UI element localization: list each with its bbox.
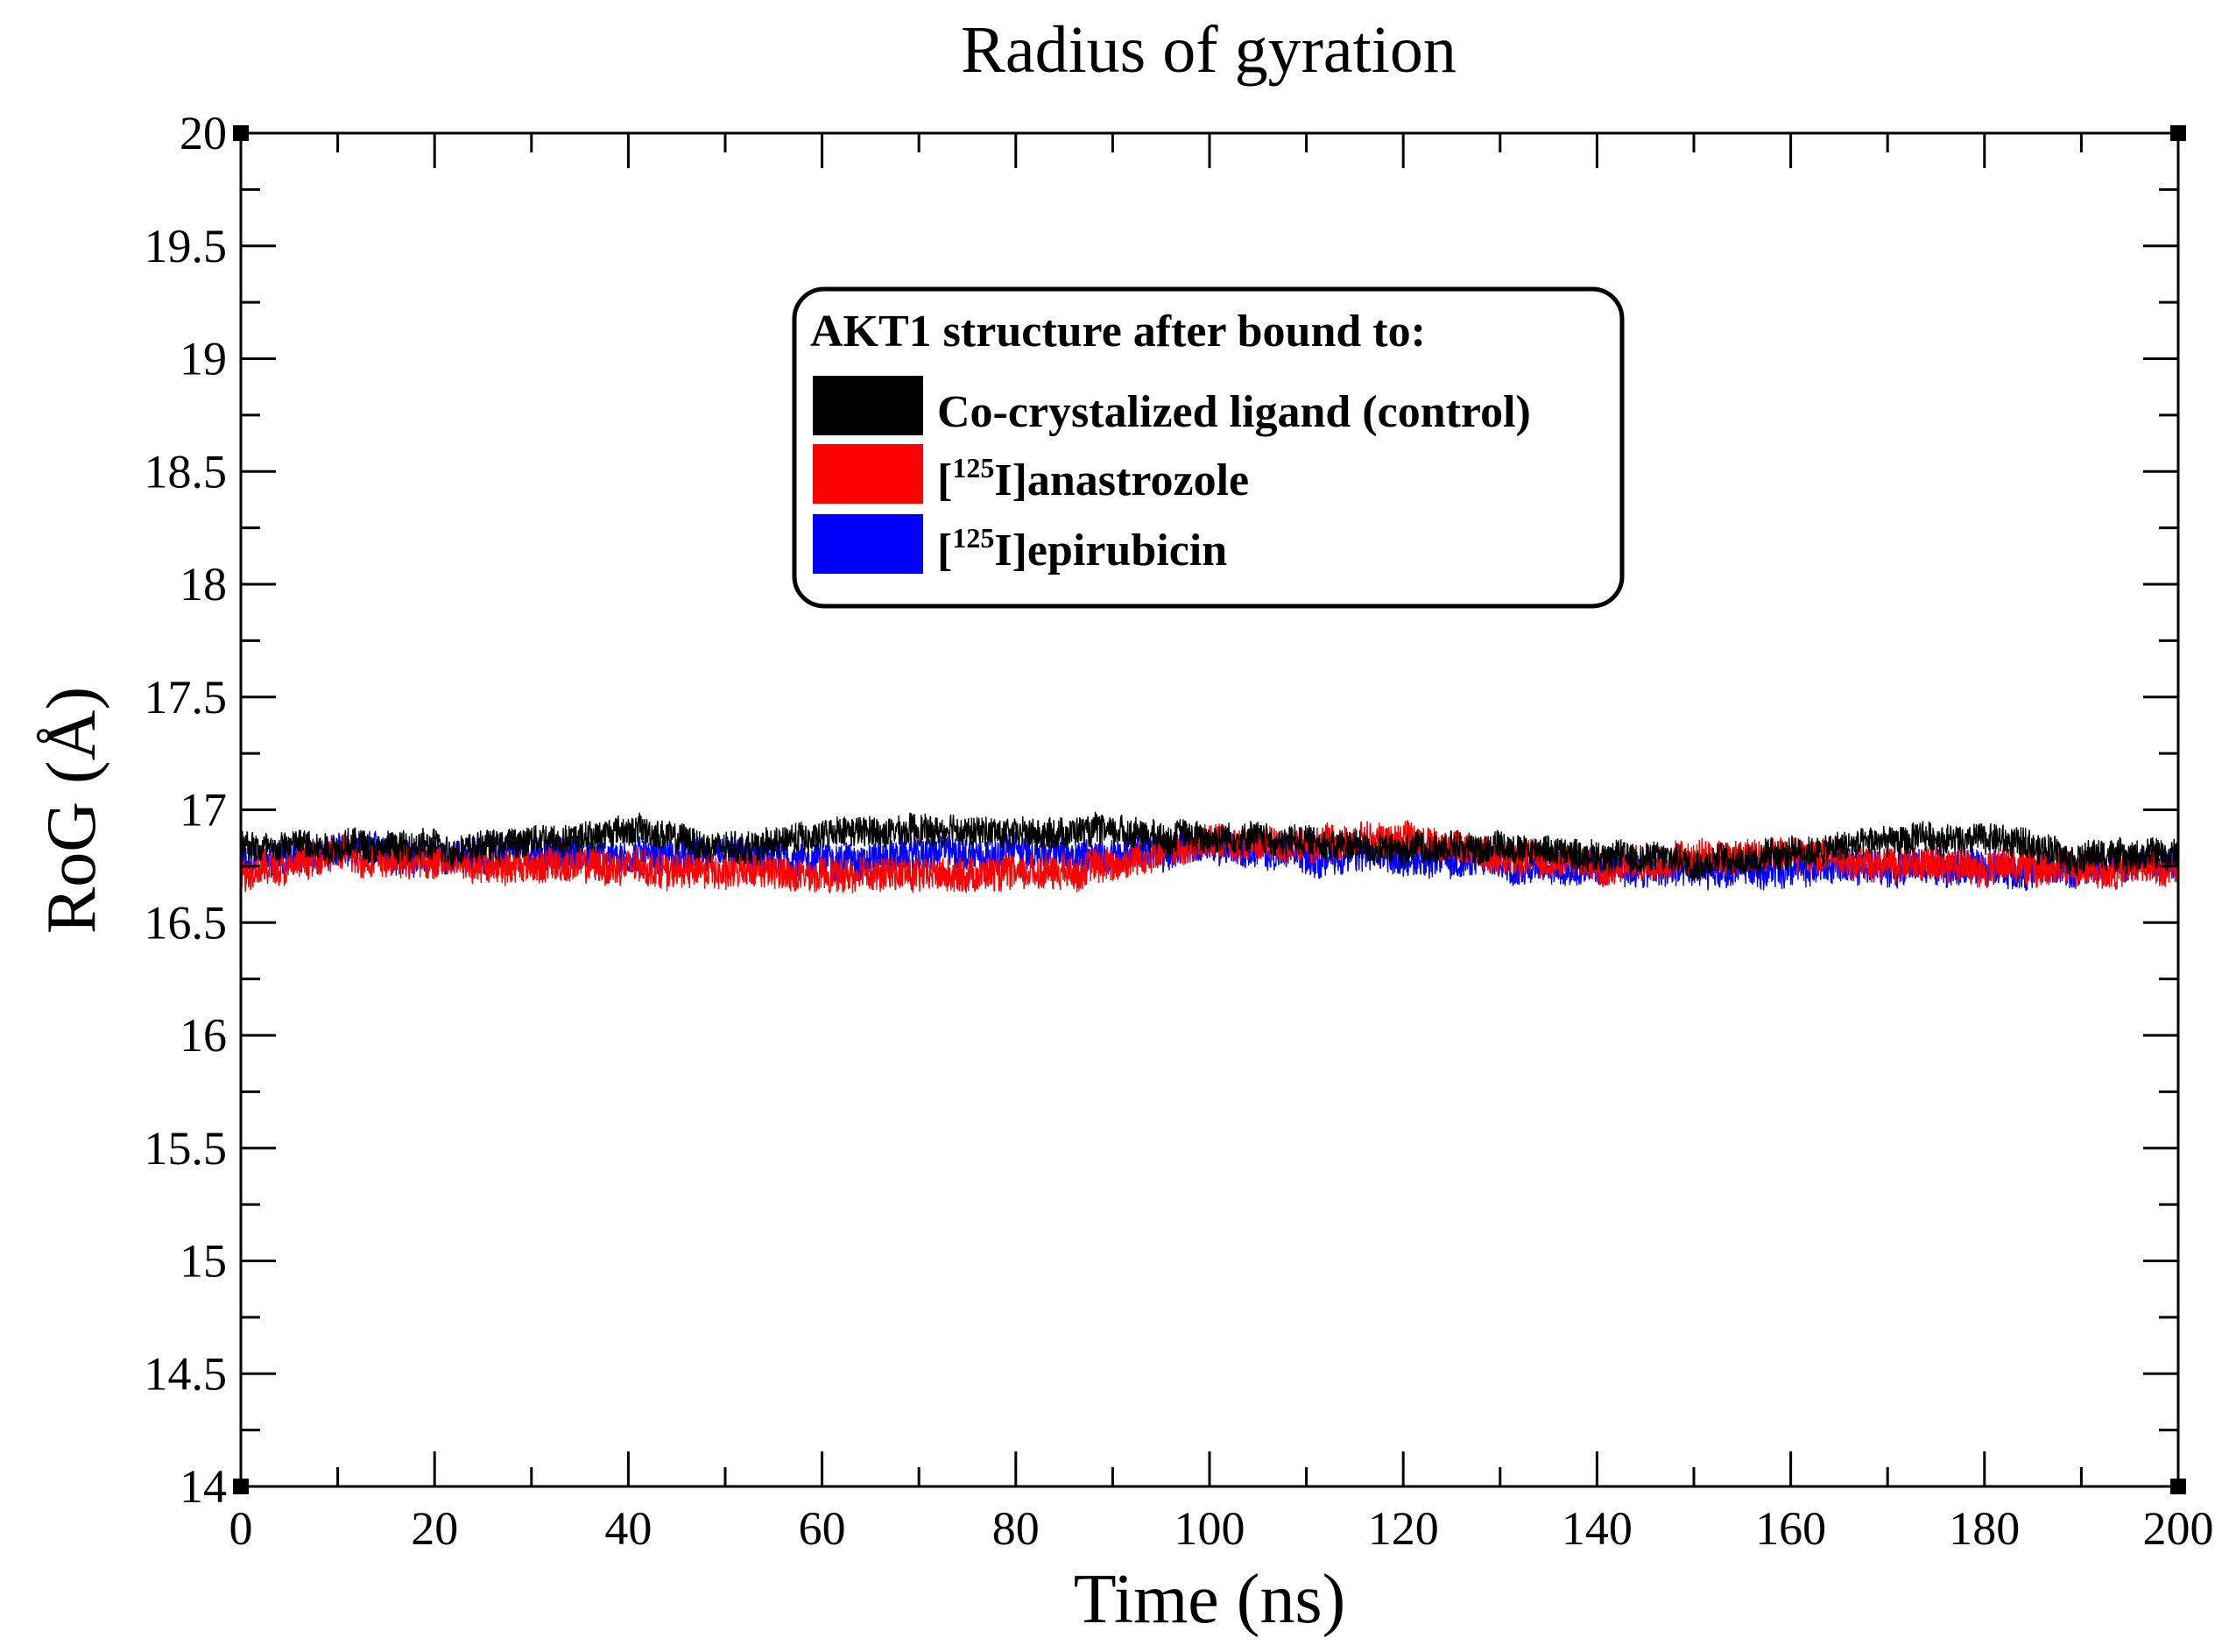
legend-title: AKT1 structure after bound to:: [810, 307, 1426, 357]
series-line: [240, 820, 2179, 894]
y-tick-label: 16: [180, 1009, 227, 1062]
x-tick-label: 200: [2143, 1502, 2214, 1555]
legend-swatch: [813, 514, 923, 574]
y-tick-label: 18.5: [145, 445, 228, 498]
x-axis-label: Time (ns): [1074, 1561, 1345, 1638]
legend-box: [792, 286, 1625, 609]
legend-label: [125I]epirubicin: [937, 522, 1227, 575]
y-tick-label: 14: [180, 1460, 227, 1513]
x-tick-label: 20: [411, 1502, 458, 1555]
legend-swatch: [813, 444, 923, 504]
y-tick-label: 17.5: [145, 671, 228, 724]
corner-markers: [233, 125, 2186, 1494]
x-tick-label: 100: [1174, 1502, 1245, 1555]
y-tick-label: 15: [180, 1235, 227, 1288]
x-tick-label: 120: [1368, 1502, 1439, 1555]
legend-label: [125I]anastrozole: [937, 452, 1249, 505]
legend-label: Co-crystalized ligand (control): [937, 387, 1531, 437]
x-tick-label: 0: [229, 1502, 253, 1555]
x-tick-label: 40: [604, 1502, 652, 1555]
y-tick-label: 17: [180, 784, 227, 837]
y-tick-label: 15.5: [145, 1122, 228, 1175]
y-tick-label: 18: [180, 558, 227, 611]
y-tick-label: 19: [180, 333, 227, 385]
corner-marker: [233, 125, 249, 141]
y-axis-label: RoG (Å): [33, 687, 110, 934]
chart-title: Radius of gyration: [961, 13, 1457, 87]
x-tick-label: 80: [992, 1502, 1040, 1555]
corner-marker: [2170, 125, 2186, 141]
x-tick-label: 60: [799, 1502, 846, 1555]
x-tick-label: 140: [1562, 1502, 1633, 1555]
series-layer: [240, 811, 2179, 894]
ticks-layer: 0 20 40 60 80 100 120 140 160 180 200 14 14.5 15 15.5 1…: [145, 107, 2214, 1555]
y-tick-label: 20: [180, 107, 227, 159]
x-tick-label: 180: [1949, 1502, 2020, 1555]
y-tick-label: 19.5: [145, 220, 228, 272]
corner-marker: [2170, 1479, 2186, 1494]
x-tick-label: 160: [1755, 1502, 1826, 1555]
y-tick-label: 16.5: [145, 896, 228, 949]
legend-swatch: [813, 376, 923, 435]
corner-marker: [233, 1479, 249, 1494]
y-tick-label: 14.5: [145, 1347, 228, 1400]
series-line: [240, 811, 2179, 881]
legend: AKT1 structure after bound to: Co-crysta…: [792, 286, 1625, 609]
legend-entries: Co-crystalized ligand (control) [125I]ana…: [813, 376, 1531, 575]
